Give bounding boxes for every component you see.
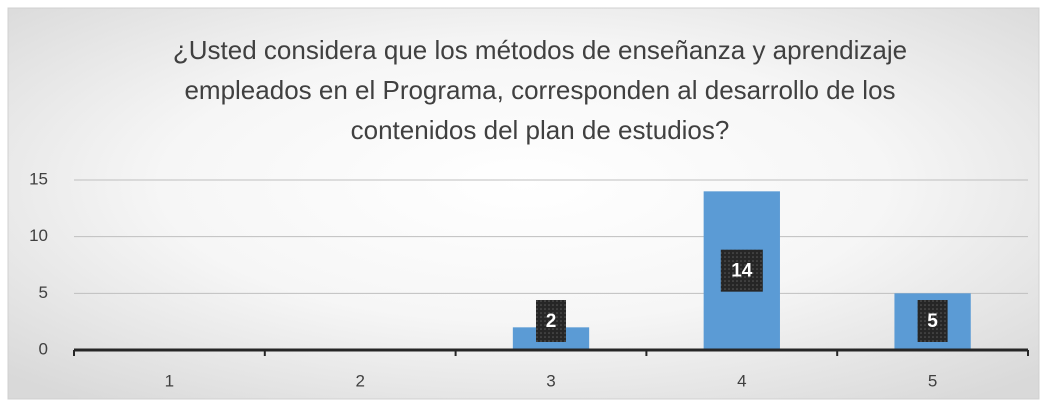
chart-title: empleados en el Programa, corresponden a… — [184, 75, 895, 105]
y-tick-label: 5 — [39, 283, 48, 302]
chart-title: ¿Usted considera que los métodos de ense… — [173, 35, 907, 65]
data-label-box — [720, 249, 763, 292]
x-tick-label: 3 — [546, 371, 555, 390]
x-tick-label: 4 — [737, 371, 746, 390]
data-label: 2 — [546, 311, 557, 332]
chart-title: contenidos del plan de estudios? — [351, 115, 730, 145]
data-label: 5 — [927, 311, 938, 332]
data-label-box — [536, 300, 566, 342]
data-label-box — [917, 300, 948, 342]
x-tick-label: 1 — [165, 371, 174, 390]
y-tick-label: 0 — [39, 339, 48, 358]
x-tick-label: 5 — [928, 371, 937, 390]
y-tick-label: 15 — [29, 169, 48, 188]
x-tick-label: 2 — [355, 371, 364, 390]
y-tick-label: 10 — [29, 226, 48, 245]
data-label: 14 — [731, 261, 753, 282]
